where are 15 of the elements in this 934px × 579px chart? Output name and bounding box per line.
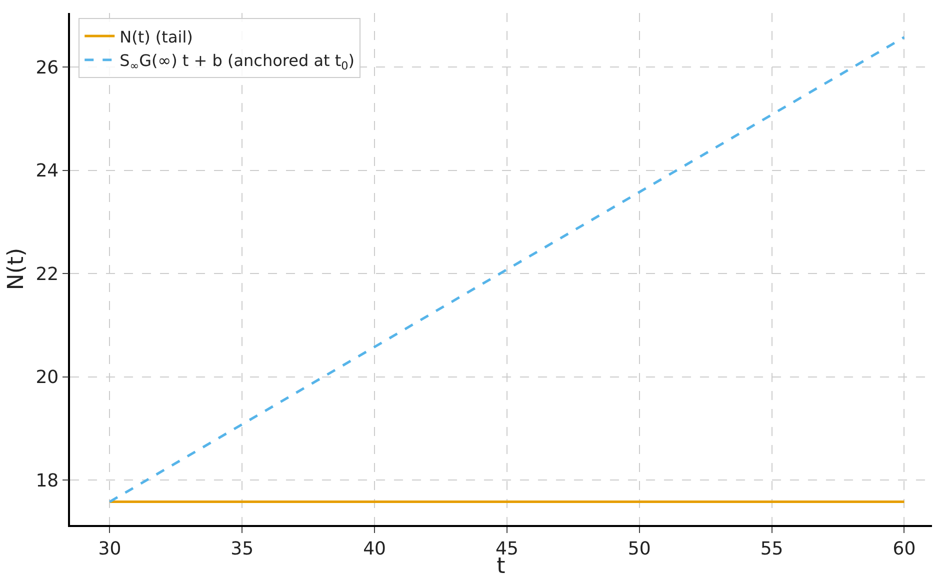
y-tick-label: 22	[36, 264, 59, 285]
x-tick-label: 40	[363, 538, 386, 560]
legend-label: N(t) (tail)	[120, 27, 193, 46]
x-tick-label: 50	[628, 538, 651, 560]
x-axis-title: t	[496, 554, 506, 579]
y-axis-title: N(t)	[4, 248, 30, 290]
y-tick-label: 24	[36, 160, 59, 182]
x-tick-label: 35	[230, 538, 254, 560]
x-tick-label: 30	[98, 538, 122, 560]
y-tick-label: 20	[36, 367, 59, 388]
x-tick-label: 60	[892, 538, 916, 560]
legend-label: S$_{∞}$G(∞) t + b (anchored at t$_{0}$)	[120, 51, 355, 72]
y-tick-label: 26	[36, 57, 59, 78]
y-tick-label: 18	[36, 470, 59, 492]
x-tick-label: 55	[760, 538, 784, 560]
